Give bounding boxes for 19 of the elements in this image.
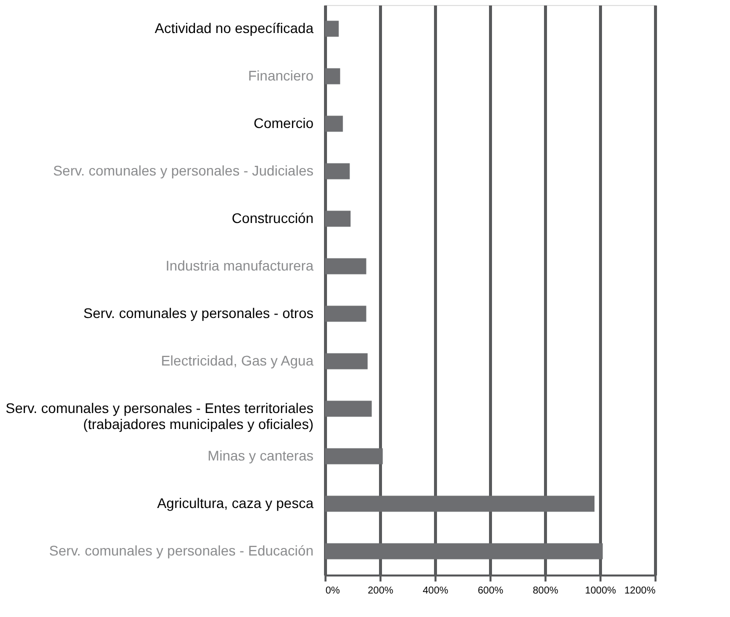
x-tick-label: 800% xyxy=(532,586,558,596)
y-tick-label: Serv. comunales y personales - Entes territoriales (trabajadores municipales y oficiales) xyxy=(6,400,314,432)
x-tick-label: 200% xyxy=(368,586,394,596)
x-tick-label: 1000% xyxy=(584,586,616,596)
y-tick-label: Minas y canteras xyxy=(208,447,314,464)
x-tick-label: 1200% xyxy=(624,586,656,596)
x-tick-label: 600% xyxy=(478,586,504,596)
y-tick-label: Financiero xyxy=(248,67,314,84)
y-tick-label: Construcción xyxy=(232,210,314,226)
y-tick-label: Serv. comunales y personales - otros xyxy=(83,304,314,321)
y-tick-label: Agricultura, caza y pesca xyxy=(157,494,314,511)
y-tick-label: Industria manufacturera xyxy=(166,257,314,274)
x-tick-label: 0% xyxy=(326,586,340,596)
y-tick-label: Serv. comunales y personales - Judiciales xyxy=(53,162,314,178)
y-tick-label: Comercio xyxy=(254,114,314,131)
x-tick-label: 400% xyxy=(422,586,448,596)
y-tick-label: Electricidad, Gas y Agua xyxy=(160,352,314,368)
y-tick-label: Actividad no específicada xyxy=(154,20,314,36)
y-tick-label: Serv. comunales y personales - Educación xyxy=(49,542,314,558)
